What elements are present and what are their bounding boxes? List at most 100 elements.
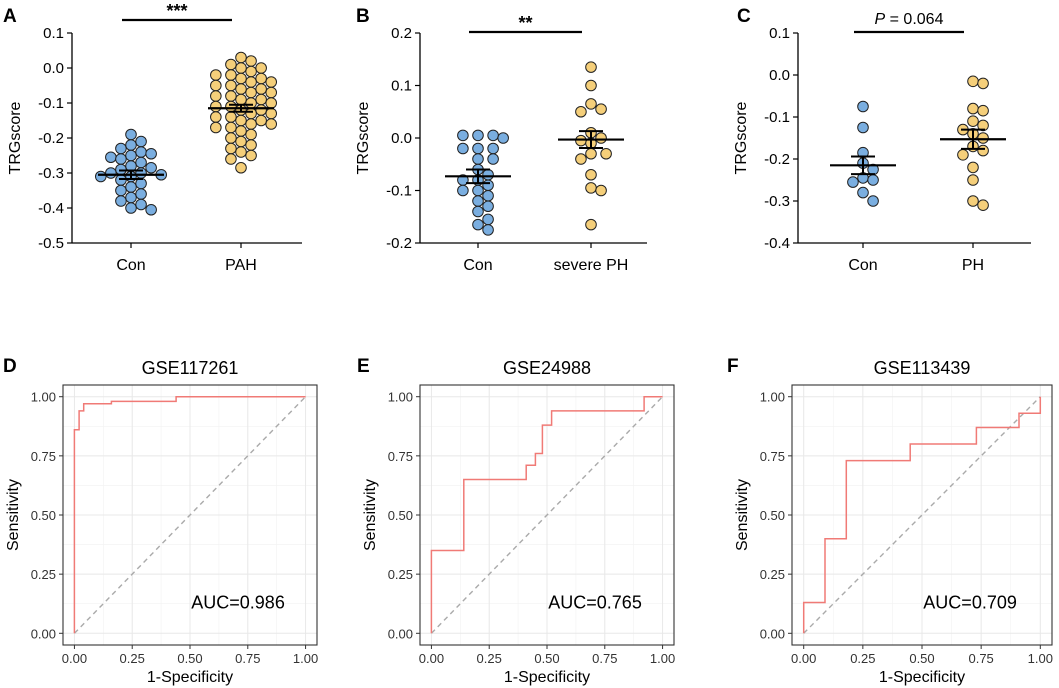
data-point-con <box>125 139 137 151</box>
data-point-pah <box>245 118 257 130</box>
data-point-con <box>482 224 494 236</box>
data-point-ph <box>967 102 979 115</box>
y-tick-label: 0.25 <box>31 567 56 582</box>
data-point-con <box>867 195 879 207</box>
data-point-pah <box>235 93 247 106</box>
data-point-con <box>482 168 494 181</box>
data-point-con <box>105 167 117 179</box>
data-point-pah <box>255 62 267 74</box>
data-point-con <box>472 153 484 165</box>
data-point-con <box>482 189 494 202</box>
data-point-con <box>115 174 127 186</box>
data-point-con <box>472 184 484 197</box>
plot-frame <box>419 384 675 646</box>
data-point-pah <box>210 79 222 92</box>
x-tick-label: 0.00 <box>791 651 816 666</box>
significance-label: P = 0.064 <box>875 11 944 28</box>
data-point-severe-ph <box>595 103 607 115</box>
x-tick-label: 1.00 <box>293 651 318 666</box>
x-tick-label: 0.50 <box>909 651 934 666</box>
panel-D: 0.00 0.00 0.25 0.25 0.50 0.50 0.75 0.75 1.00 1.00… <box>5 358 318 686</box>
y-tick-label: 0.00 <box>760 626 785 641</box>
y-tick-label: 0.0 <box>391 130 412 147</box>
y-tick-label: 0.25 <box>760 567 785 582</box>
data-point-con <box>847 176 859 188</box>
data-point-ph <box>977 199 989 211</box>
x-tick-label: 1.00 <box>650 651 675 666</box>
y-tick-label: -0.1 <box>386 183 412 200</box>
significance-label: *** <box>166 1 187 21</box>
y-tick-label: 0.0 <box>43 60 64 77</box>
data-point-pah <box>225 100 237 113</box>
y-tick-label: 0.50 <box>388 508 413 523</box>
data-point-severe-ph <box>575 105 587 118</box>
panel-B: 0.2 0.1 0.0 -0.1 -0.2 TRGscore Con severe PH ** <box>355 13 647 274</box>
data-point-pah <box>245 149 257 162</box>
data-point-ph <box>977 144 989 157</box>
data-point-ph <box>967 115 979 127</box>
panel-label-C: C <box>737 6 751 27</box>
data-point-con <box>472 142 484 155</box>
auc-label: AUC=0.986 <box>191 593 285 613</box>
data-point-severe-ph <box>585 182 597 194</box>
y-tick-label: 0.1 <box>43 25 64 42</box>
x-tick-label: Con <box>848 257 877 274</box>
data-point-pah <box>265 97 278 109</box>
data-point-ph <box>967 195 979 207</box>
reference-diagonal <box>430 396 664 634</box>
panel-label-E: E <box>357 356 370 377</box>
data-point-pah <box>210 90 222 102</box>
y-tick-label: -0.4 <box>38 200 64 217</box>
data-point-pah <box>235 51 247 64</box>
reference-diagonal <box>73 396 307 634</box>
panel-label-F: F <box>727 356 739 377</box>
data-point-pah <box>225 58 237 71</box>
data-point-con <box>135 135 147 148</box>
panel-label-D: D <box>3 356 17 377</box>
data-point-con <box>135 146 147 158</box>
x-tick-label: 0.50 <box>177 651 202 666</box>
chart-title: GSE24988 <box>503 358 591 378</box>
data-point-con <box>115 142 127 155</box>
data-point-pah <box>255 104 267 116</box>
x-tick-label: PH <box>962 257 984 274</box>
y-tick-label: -0.1 <box>38 95 64 112</box>
data-point-pah <box>255 93 267 106</box>
data-point-pah <box>255 114 267 127</box>
y-axis-title: Sensitivity <box>5 479 22 551</box>
reference-diagonal <box>803 396 1041 634</box>
y-tick-label: 0.00 <box>31 626 56 641</box>
y-tick-label: 0.75 <box>31 449 56 464</box>
data-point-pah <box>245 55 257 67</box>
y-tick-label: 0.50 <box>31 508 56 523</box>
x-tick-label: 1.00 <box>1028 651 1053 666</box>
x-tick-label: 0.50 <box>534 651 559 666</box>
data-point-severe-ph <box>595 132 607 144</box>
data-point-pah <box>235 114 247 127</box>
y-tick-label: -0.5 <box>38 235 64 252</box>
data-point-pah <box>225 142 237 155</box>
data-point-pah <box>210 100 222 113</box>
y-tick-label: 1.00 <box>760 390 785 405</box>
data-point-con <box>115 195 127 207</box>
plot-frame <box>62 384 318 646</box>
data-point-ph <box>977 77 989 90</box>
data-point-pah <box>235 62 247 74</box>
y-tick-label: -0.3 <box>38 165 64 182</box>
x-axis-title: 1-Specificity <box>504 669 590 686</box>
chart-title: GSE113439 <box>874 358 971 378</box>
y-axis-title: TRGscore <box>7 101 24 174</box>
y-tick-label: 0.75 <box>388 449 413 464</box>
data-point-con <box>135 198 147 211</box>
x-tick-label: 0.75 <box>235 651 260 666</box>
panel-E: 0.00 0.00 0.25 0.25 0.50 0.50 0.75 0.75 1.00 1.00… <box>362 358 675 686</box>
auc-label: AUC=0.765 <box>548 593 642 613</box>
data-point-con <box>125 181 137 193</box>
data-point-con <box>487 153 499 165</box>
roc-curve <box>802 396 1042 634</box>
p-value: = 0.064 <box>885 11 943 28</box>
panel-C: 0.1 0.0 -0.1 -0.2 -0.3 -0.4 TRGscore Con PH P = 0… <box>733 11 1031 274</box>
data-point-ph <box>977 119 989 132</box>
data-point-severe-ph <box>585 147 597 160</box>
data-point-pah <box>265 107 278 120</box>
